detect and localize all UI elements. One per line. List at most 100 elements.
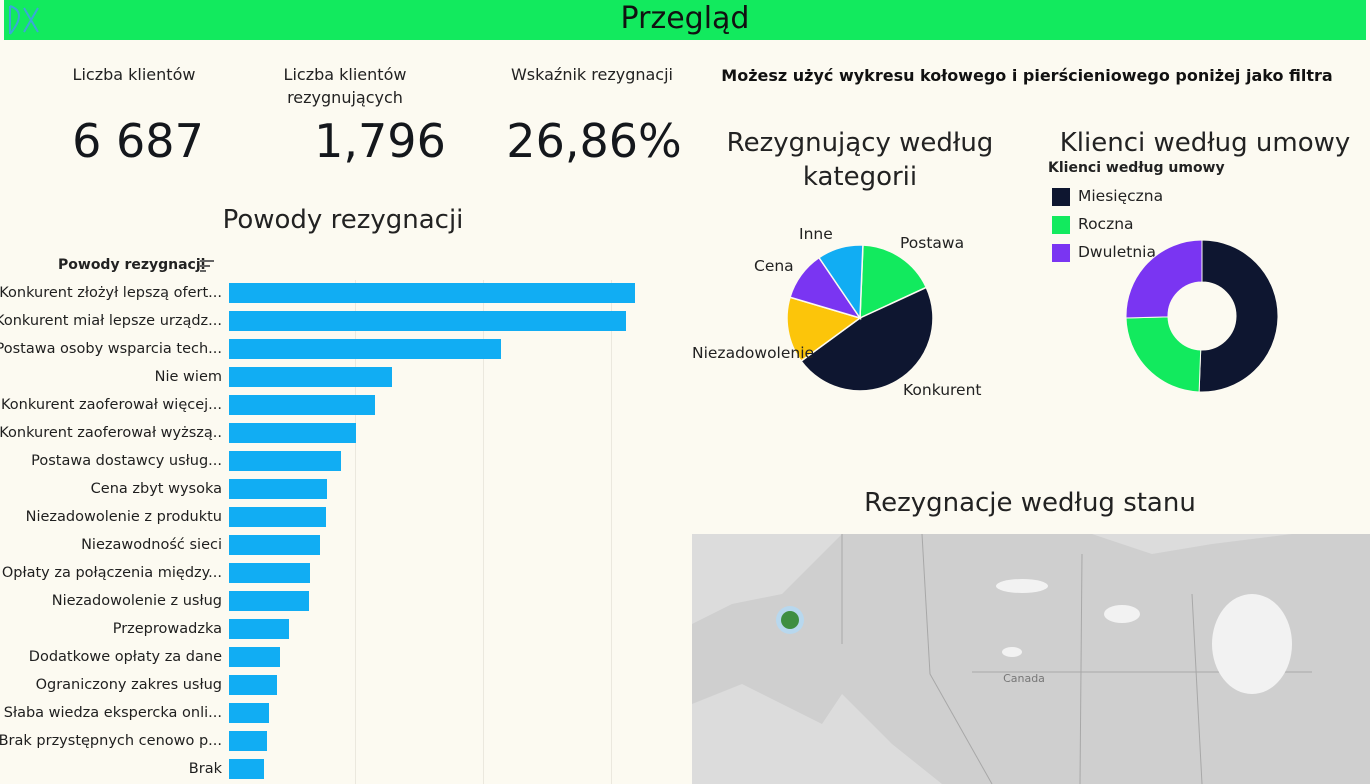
- sort-descending-icon[interactable]: [200, 259, 216, 273]
- bar-row[interactable]: Słaba wiedza ekspercka onli...: [0, 699, 680, 727]
- pie-label: Konkurent: [903, 381, 982, 399]
- logo-icon: [9, 5, 39, 35]
- filter-hint: Możesz użyć wykresu kołowego i pierścien…: [721, 66, 1333, 85]
- pie-slice[interactable]: [817, 244, 864, 321]
- bar-row[interactable]: Opłaty za połączenia między...: [0, 559, 680, 587]
- bar[interactable]: [229, 339, 501, 359]
- bar-label: Dodatkowe opłaty za dane: [28, 649, 222, 665]
- reasons-chart-title: Powody rezygnacji: [222, 205, 464, 235]
- bar-row[interactable]: Przeprowadzka: [0, 615, 680, 643]
- bar[interactable]: [229, 507, 326, 527]
- donut-slice[interactable]: [1125, 316, 1202, 393]
- bar[interactable]: [229, 283, 636, 303]
- page-title: Przegląd: [620, 1, 750, 36]
- bar[interactable]: [229, 759, 265, 779]
- pie-label: Niezadowolenie: [692, 344, 815, 362]
- map-lake: [1104, 605, 1140, 623]
- donut-slice[interactable]: [1125, 239, 1203, 319]
- category-pie-chart[interactable]: [780, 238, 940, 398]
- legend-label: Roczna: [1078, 215, 1134, 233]
- bar[interactable]: [229, 591, 309, 611]
- contract-chart-title: Klienci według umowy: [1059, 128, 1351, 158]
- bar-label: Nie wiem: [154, 369, 222, 385]
- map-lake: [996, 579, 1048, 593]
- legend-label: Dwuletnia: [1078, 243, 1156, 261]
- kpi-churned-label: Liczba klientów rezygnujących: [245, 63, 445, 109]
- bar[interactable]: [229, 395, 376, 415]
- bar-row[interactable]: Postawa dostawcy usług...: [0, 447, 680, 475]
- bar[interactable]: [229, 647, 280, 667]
- pie-slice[interactable]: [859, 244, 928, 320]
- pie-label: Inne: [799, 225, 833, 243]
- bar[interactable]: [229, 423, 356, 443]
- pie-slice[interactable]: [800, 286, 934, 392]
- map-marker[interactable]: [781, 611, 799, 629]
- bar-label: Niezawodność sieci: [81, 537, 222, 553]
- header-bar: [4, 0, 1366, 40]
- bar[interactable]: [229, 535, 321, 555]
- bar-label: Konkurent zaoferował więcej...: [1, 397, 222, 413]
- category-chart-title: Rezygnujący według kategorii: [710, 126, 1010, 194]
- bar[interactable]: [229, 619, 290, 639]
- contract-legend-title: Klienci według umowy: [1048, 160, 1225, 176]
- legend-label: Miesięczna: [1078, 187, 1164, 205]
- bar-label: Konkurent złożył lepszą ofert...: [0, 285, 222, 301]
- kpi-customers-value: 6 687: [72, 114, 204, 168]
- bar[interactable]: [229, 451, 342, 471]
- bar-row[interactable]: Konkurent zaoferował więcej...: [0, 391, 680, 419]
- bar[interactable]: [229, 367, 393, 387]
- kpi-customers-label-text: Liczba klientów: [72, 65, 196, 84]
- bar[interactable]: [229, 731, 267, 751]
- kpi-churned-label-line2: rezygnujących: [287, 88, 403, 107]
- contract-donut-chart[interactable]: [1120, 234, 1284, 398]
- bar[interactable]: [229, 563, 310, 583]
- kpi-customers-label: Liczba klientów: [34, 63, 234, 86]
- gridline: [355, 280, 356, 784]
- map-borders: [841, 534, 1312, 784]
- donut-slice[interactable]: [1198, 239, 1279, 393]
- bar-row[interactable]: Niezadowolenie z produktu: [0, 503, 680, 531]
- pie-label: Postawa: [900, 234, 965, 252]
- bar-label: Cena zbyt wysoka: [90, 481, 222, 497]
- map-land: [692, 534, 1370, 784]
- kpi-churned-label-line1: Liczba klientów: [283, 65, 407, 84]
- bar[interactable]: [229, 675, 278, 695]
- map-country-label: Canada: [1003, 672, 1045, 685]
- category-chart-title-line2: kategorii: [802, 162, 918, 192]
- bar-row[interactable]: Brak przystępnych cenowo p...: [0, 727, 680, 755]
- bar-label: Opłaty za połączenia między...: [1, 565, 222, 581]
- bar-label: Postawa osoby wsparcia tech...: [0, 341, 222, 357]
- bar-row[interactable]: Konkurent miał lepsze urządz...: [0, 307, 680, 335]
- kpi-churn-rate-label-text: Wskaźnik rezygnacji: [510, 65, 673, 84]
- reasons-column-header: Powody rezygnacji: [58, 257, 206, 273]
- bar-label: Słaba wiedza ekspercka onli...: [3, 705, 222, 721]
- bar-row[interactable]: Brak: [0, 755, 680, 783]
- bar-label: Konkurent miał lepsze urządz...: [0, 313, 222, 329]
- bar-label: Brak przystępnych cenowo p...: [0, 733, 222, 749]
- legend-swatch: [1052, 244, 1070, 262]
- bar-row[interactable]: Niezawodność sieci: [0, 531, 680, 559]
- kpi-churn-rate-value: 26,86%: [506, 114, 682, 168]
- gridline: [483, 280, 484, 784]
- bar-row[interactable]: Nie wiem: [0, 363, 680, 391]
- bar-row[interactable]: Ograniczony zakres usług: [0, 671, 680, 699]
- bar-row[interactable]: Dodatkowe opłaty za dane: [0, 643, 680, 671]
- map-bay: [1212, 594, 1292, 694]
- bar[interactable]: [229, 311, 627, 331]
- bar-row[interactable]: Postawa osoby wsparcia tech...: [0, 335, 680, 363]
- bar-label: Niezadowolenie z usług: [51, 593, 222, 609]
- legend-swatch: [1052, 216, 1070, 234]
- bar-row[interactable]: Konkurent złożył lepszą ofert...: [0, 279, 680, 307]
- bar[interactable]: [229, 703, 270, 723]
- bar-row[interactable]: Niezadowolenie z usług: [0, 587, 680, 615]
- bar-label: Niezadowolenie z produktu: [25, 509, 222, 525]
- bar-label: Przeprowadzka: [112, 621, 222, 637]
- map-title: Rezygnacje według stanu: [864, 488, 1196, 518]
- gridline: [611, 280, 612, 784]
- bar-row[interactable]: Konkurent zaoferował wyższą..: [0, 419, 680, 447]
- bar-row[interactable]: Cena zbyt wysoka: [0, 475, 680, 503]
- churn-map[interactable]: Canada: [692, 534, 1370, 784]
- bar-label: Postawa dostawcy usług...: [31, 453, 222, 469]
- bar[interactable]: [229, 479, 327, 499]
- pie-label: Cena: [754, 257, 794, 275]
